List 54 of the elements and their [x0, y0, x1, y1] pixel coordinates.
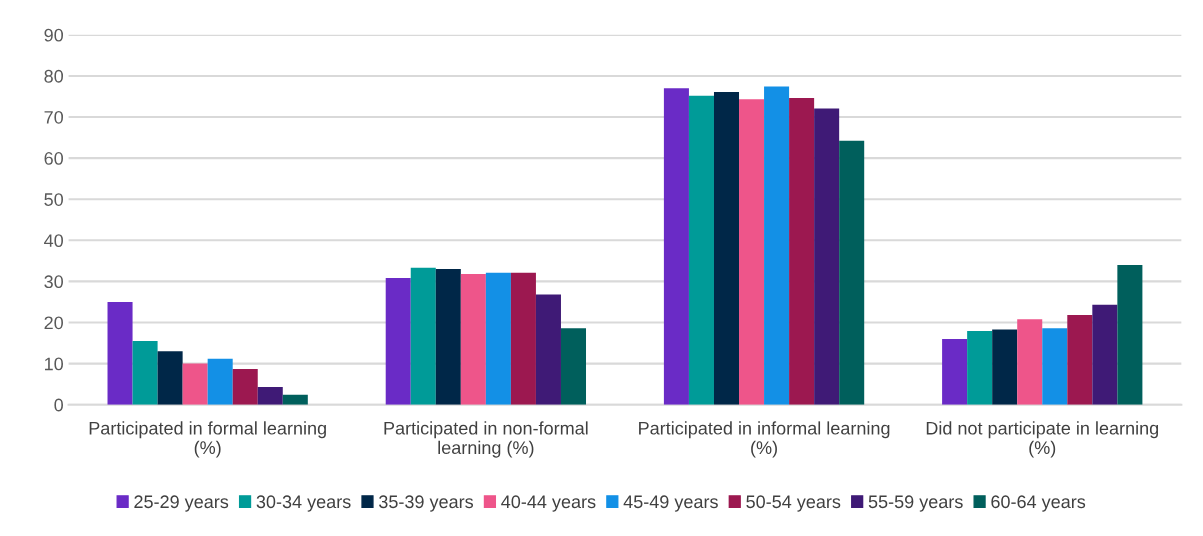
y-tick-label: 50: [44, 193, 64, 206]
bar: [992, 329, 1018, 405]
bar: [1117, 264, 1143, 405]
legend-label: 25-29 years: [134, 495, 229, 512]
y-tick-label: 40: [44, 234, 64, 248]
bar: [257, 387, 283, 405]
bar: [410, 267, 436, 405]
bar: [435, 269, 461, 405]
bar: [535, 294, 561, 405]
y-tick-label: 20: [44, 316, 64, 330]
y-tick-label: 30: [44, 275, 64, 289]
legend-label: 40-44 years: [501, 495, 596, 512]
bar: [182, 363, 208, 405]
y-tick-label: 60: [44, 152, 64, 165]
bar: [1042, 328, 1068, 405]
bar: [663, 88, 689, 405]
bar: [1067, 315, 1093, 405]
bar: [688, 95, 714, 405]
bar: [814, 108, 840, 405]
bar: [385, 278, 411, 405]
legend-label: 50-54 years: [746, 495, 841, 512]
bar: [713, 91, 740, 405]
bar: [510, 272, 536, 405]
legend-label: 45-49 years: [623, 495, 718, 512]
y-tick-label: 0: [54, 398, 63, 412]
bar: [739, 99, 765, 405]
y-tick-label: 10: [45, 357, 64, 371]
bar: [1017, 319, 1043, 405]
legend-label: 55-59 years: [868, 495, 963, 512]
y-tick-label: 70: [44, 110, 64, 124]
x-tick-label: Participated in non-formal learning (%): [384, 421, 588, 458]
bar: [967, 331, 993, 405]
bar: [789, 98, 815, 405]
bar: [207, 358, 233, 405]
bar: [460, 274, 486, 405]
bar: [1092, 304, 1118, 405]
x-tick-label: Did not participate in learning (%): [926, 421, 1159, 458]
bar: [282, 394, 308, 405]
x-tick-label: Participated in formal learning (%): [89, 421, 326, 458]
bar: [764, 86, 790, 405]
y-tick-label: 90: [44, 28, 64, 42]
bar: [560, 328, 587, 405]
bar: [232, 368, 258, 405]
x-tick-label: Participated in informal learning (%): [639, 421, 890, 458]
bar: [157, 351, 183, 405]
y-tick-label: 80: [44, 69, 64, 83]
bar: [107, 301, 133, 405]
bar: [942, 338, 968, 405]
legend-label: 30-34 years: [256, 495, 351, 512]
legend-label: 35-39 years: [379, 495, 474, 512]
bar: [132, 340, 158, 405]
bar: [839, 140, 865, 405]
legend-label: 60-64 years: [991, 495, 1086, 512]
bar: [485, 272, 511, 405]
